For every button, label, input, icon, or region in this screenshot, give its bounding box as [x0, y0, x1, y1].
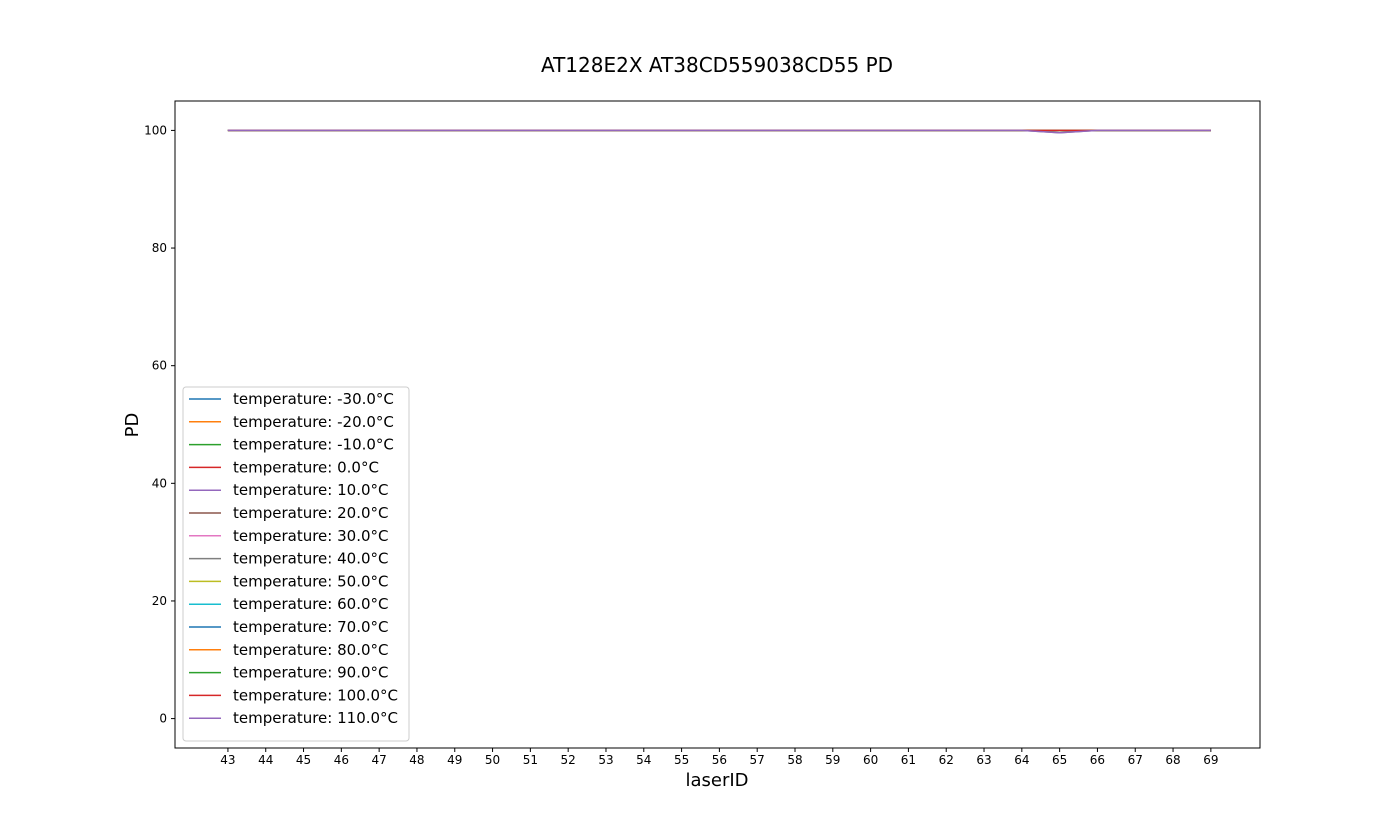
x-tick-label: 68 [1165, 753, 1180, 767]
x-tick-label: 53 [598, 753, 613, 767]
legend-label: temperature: 80.0°C [233, 641, 388, 659]
legend-label: temperature: 110.0°C [233, 709, 398, 727]
x-tick-label: 54 [636, 753, 651, 767]
x-tick-label: 44 [258, 753, 273, 767]
y-tick-label: 100 [144, 123, 167, 137]
x-tick-label: 56 [712, 753, 727, 767]
x-tick-label: 59 [825, 753, 840, 767]
legend-entry: temperature: 40.0°C [189, 550, 388, 568]
x-tick-label: 67 [1128, 753, 1143, 767]
series-layer [227, 129, 1211, 134]
axes-frame [174, 100, 1261, 749]
legend-entry: temperature: -10.0°C [189, 436, 394, 454]
x-tick-label: 65 [1052, 753, 1067, 767]
x-tick-label: 60 [863, 753, 878, 767]
legend-label: temperature: -30.0°C [233, 390, 394, 408]
legend-entry: temperature: 90.0°C [189, 664, 388, 682]
x-axis: 43 44 45 46 47 48 49 50 51 52 53 54 55 56 57 58 59 60 61 62… [220, 748, 1218, 767]
legend-entry: temperature: 10.0°C [189, 481, 388, 499]
legend-entry: temperature: -30.0°C [189, 390, 394, 408]
legend-entry: temperature: -20.0°C [189, 413, 394, 431]
x-tick-label: 49 [447, 753, 462, 767]
legend-label: temperature: -10.0°C [233, 436, 394, 454]
legend-entry: temperature: 60.0°C [189, 595, 388, 613]
y-tick-label: 40 [152, 476, 167, 490]
legend-label: temperature: 70.0°C [233, 618, 388, 636]
x-tick-label: 47 [372, 753, 387, 767]
chart-title: AT128E2X AT38CD559038CD55 PD [541, 53, 893, 77]
legend-entry: temperature: 110.0°C [189, 709, 398, 727]
legend: temperature: -30.0°C temperature: -20.0°C… [182, 386, 410, 742]
x-tick-label: 52 [561, 753, 576, 767]
x-tick-label: 45 [296, 753, 311, 767]
legend-entry: temperature: 20.0°C [189, 504, 388, 522]
legend-label: temperature: 40.0°C [233, 550, 388, 568]
x-tick-label: 48 [409, 753, 424, 767]
legend-label: temperature: 10.0°C [233, 481, 388, 499]
x-tick-label: 64 [1014, 753, 1029, 767]
legend-label: temperature: 60.0°C [233, 595, 388, 613]
x-tick-label: 51 [523, 753, 538, 767]
legend-entry: temperature: 100.0°C [189, 686, 398, 704]
legend-label: temperature: 50.0°C [233, 572, 388, 590]
x-tick-label: 58 [787, 753, 802, 767]
legend-label: temperature: 100.0°C [233, 686, 398, 704]
legend-label: temperature: 90.0°C [233, 664, 388, 682]
y-tick-label: 80 [152, 241, 167, 255]
x-tick-label: 69 [1203, 753, 1218, 767]
legend-label: temperature: -20.0°C [233, 413, 394, 431]
legend-entry: temperature: 80.0°C [189, 641, 388, 659]
y-axis-title: PD [122, 413, 143, 438]
legend-entry: temperature: 50.0°C [189, 572, 388, 590]
x-tick-label: 46 [334, 753, 349, 767]
x-tick-label: 50 [485, 753, 500, 767]
y-tick-label: 0 [159, 712, 167, 726]
legend-label: temperature: 30.0°C [233, 527, 388, 545]
x-tick-label: 61 [901, 753, 916, 767]
x-tick-label: 43 [220, 753, 235, 767]
legend-entry: temperature: 0.0°C [189, 458, 379, 476]
x-tick-label: 66 [1090, 753, 1105, 767]
x-axis-title: laserID [685, 770, 748, 791]
legend-box [182, 386, 410, 742]
y-axis: 0 20 40 60 80 100 [144, 123, 175, 726]
x-tick-label: 62 [939, 753, 954, 767]
legend-entry: temperature: 70.0°C [189, 618, 388, 636]
series-line [227, 129, 1211, 134]
legend-label: temperature: 0.0°C [233, 458, 379, 476]
y-tick-label: 20 [152, 594, 167, 608]
y-tick-label: 60 [152, 359, 167, 373]
x-tick-label: 63 [976, 753, 991, 767]
x-tick-label: 55 [674, 753, 689, 767]
legend-label: temperature: 20.0°C [233, 504, 388, 522]
legend-entry: temperature: 30.0°C [189, 527, 388, 545]
x-tick-label: 57 [750, 753, 765, 767]
